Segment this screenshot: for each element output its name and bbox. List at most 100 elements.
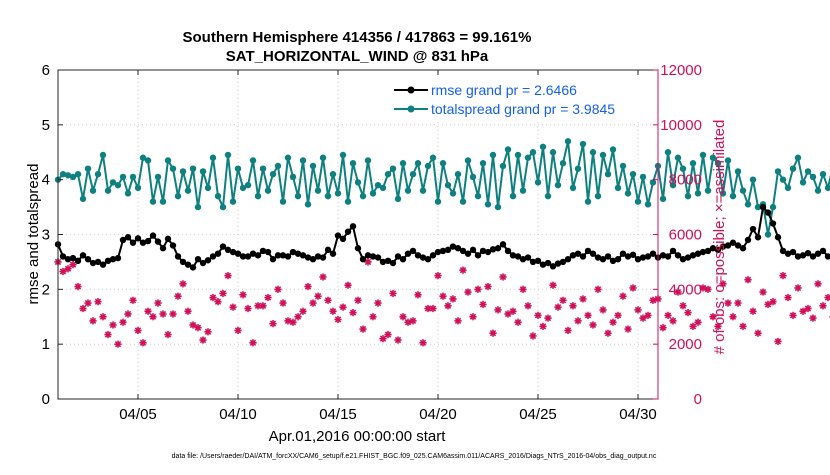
totalspread-point xyxy=(105,187,111,193)
obs-point xyxy=(754,330,761,337)
rmse-point xyxy=(500,241,506,247)
obs-point xyxy=(599,306,606,313)
y-tick-label-right: 2000 xyxy=(669,336,702,353)
rmse-point xyxy=(770,220,776,226)
chart-title: Southern Hemisphere 414356 / 417863 = 99… xyxy=(183,29,532,46)
totalspread-point xyxy=(320,155,326,161)
totalspread-point xyxy=(540,144,546,150)
legend-entry-spread: totalspread grand pr = 3.9845 xyxy=(431,101,615,117)
rmse-point xyxy=(745,237,751,243)
totalspread-point xyxy=(615,185,621,191)
totalspread-point xyxy=(795,155,801,161)
totalspread-point xyxy=(130,174,136,180)
obs-point xyxy=(434,272,441,279)
obs-point xyxy=(324,297,331,304)
totalspread-point xyxy=(120,174,126,180)
obs-point xyxy=(199,336,206,343)
totalspread-point xyxy=(270,171,276,177)
obs-point xyxy=(314,293,321,300)
totalspread-point xyxy=(575,166,581,172)
obs-point xyxy=(159,310,166,317)
obs-point xyxy=(104,331,111,338)
totalspread-point xyxy=(630,171,636,177)
totalspread-point xyxy=(690,160,696,166)
totalspread-point xyxy=(160,198,166,204)
rmse-point xyxy=(255,252,261,258)
obs-point xyxy=(294,313,301,320)
obs-point xyxy=(224,272,231,279)
totalspread-point xyxy=(790,166,796,172)
totalspread-point xyxy=(285,155,291,161)
obs-point xyxy=(524,302,531,309)
obs-point xyxy=(559,297,566,304)
totalspread-point xyxy=(445,182,451,188)
totalspread-point xyxy=(405,187,411,193)
rmse-point xyxy=(390,260,396,266)
totalspread-point xyxy=(555,182,561,188)
totalspread-point xyxy=(215,193,221,199)
rmse-point xyxy=(115,255,121,261)
obs-point xyxy=(144,308,151,315)
totalspread-point xyxy=(485,201,491,207)
obs-point xyxy=(529,332,536,339)
y-tick-label-left: 4 xyxy=(42,172,50,189)
totalspread-point xyxy=(490,152,496,158)
totalspread-point xyxy=(255,193,261,199)
obs-point xyxy=(774,338,781,345)
totalspread-point xyxy=(775,168,781,174)
obs-point xyxy=(809,315,816,322)
obs-point xyxy=(569,302,576,309)
totalspread-point xyxy=(665,149,671,155)
x-axis-label: Apr.01,2016 00:00:00 start xyxy=(269,428,447,445)
obs-point xyxy=(249,339,256,346)
obs-point xyxy=(589,321,596,328)
totalspread-point xyxy=(295,193,301,199)
totalspread-point xyxy=(545,193,551,199)
rmse-point xyxy=(215,250,221,256)
totalspread-point xyxy=(465,157,471,163)
totalspread-point xyxy=(470,174,476,180)
totalspread-point xyxy=(585,198,591,204)
chart-subtitle: SAT_HORIZONTAL_WIND @ 831 hPa xyxy=(226,48,489,65)
totalspread-point xyxy=(260,166,266,172)
obs-point xyxy=(684,309,691,316)
obs-point xyxy=(429,305,436,312)
totalspread-point xyxy=(685,193,691,199)
totalspread-point xyxy=(150,198,156,204)
totalspread-point xyxy=(730,193,736,199)
totalspread-point xyxy=(135,185,141,191)
obs-point xyxy=(84,299,91,306)
x-tick-label: 04/10 xyxy=(219,406,257,423)
obs-point xyxy=(554,304,561,311)
totalspread-point xyxy=(505,146,511,152)
obs-point xyxy=(94,298,101,305)
totalspread-point xyxy=(300,157,306,163)
rmse-point xyxy=(670,248,676,254)
obs-point xyxy=(629,284,636,291)
legend-marker-spread xyxy=(408,106,415,113)
totalspread-point xyxy=(565,138,571,144)
totalspread-point xyxy=(395,196,401,202)
rmse-point xyxy=(190,264,196,270)
obs-point xyxy=(534,312,541,319)
obs-point xyxy=(734,299,741,306)
y-axis-label-right: # of obs: o=possible; ×=assimilated xyxy=(711,120,728,355)
rmse-point xyxy=(410,248,416,254)
totalspread-point xyxy=(340,152,346,158)
totalspread-point xyxy=(745,201,751,207)
obs-point xyxy=(469,313,476,320)
totalspread-point xyxy=(85,166,91,172)
obs-point xyxy=(729,313,736,320)
totalspread-point xyxy=(165,157,171,163)
obs-point xyxy=(494,306,501,313)
obs-point xyxy=(269,320,276,327)
totalspread-point xyxy=(580,141,586,147)
obs-point xyxy=(604,330,611,337)
obs-point xyxy=(234,327,241,334)
obs-point xyxy=(344,282,351,289)
totalspread-point xyxy=(640,174,646,180)
obs-point xyxy=(694,319,701,326)
obs-point xyxy=(109,321,116,328)
totalspread-point xyxy=(280,198,286,204)
x-tick-label: 04/25 xyxy=(519,406,557,423)
